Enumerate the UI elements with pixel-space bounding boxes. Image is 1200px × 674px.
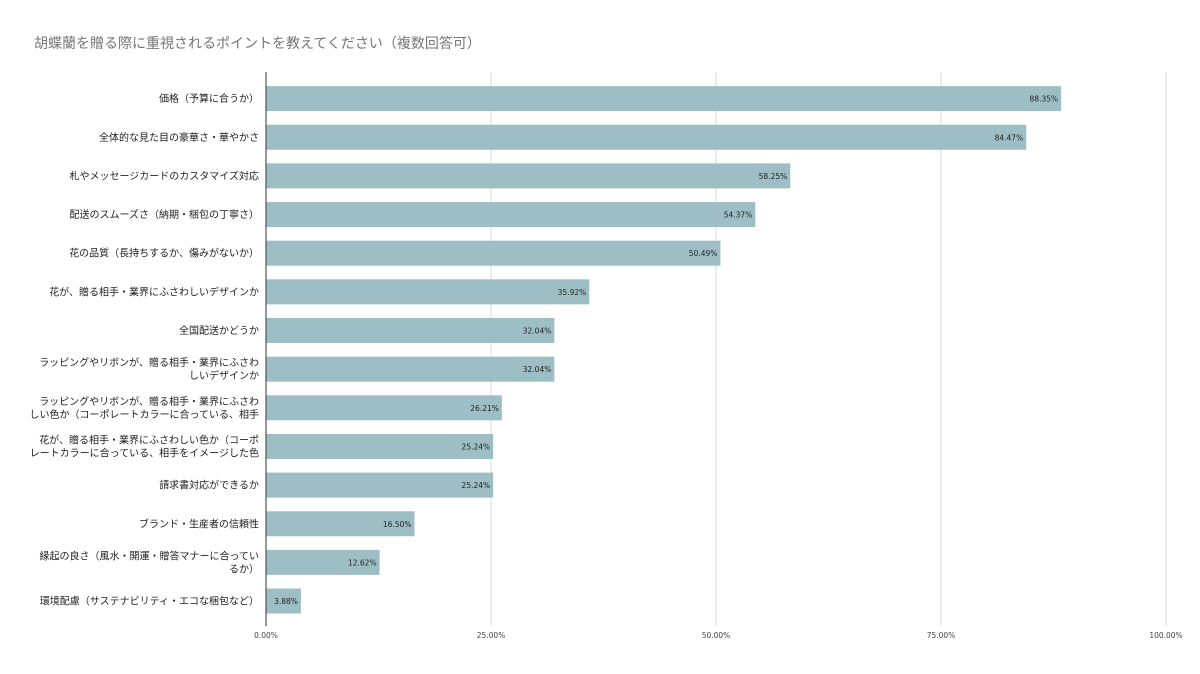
category-label: 花が、贈る相手・業界にふさわしいデザインか bbox=[49, 285, 259, 298]
category-label: 価格（予算に合うか） bbox=[159, 92, 259, 105]
bar bbox=[266, 356, 555, 382]
category-label: しい色か（コーポレートカラーに合っている、相手 bbox=[30, 408, 260, 421]
bar bbox=[266, 588, 301, 614]
bar-value-label: 32.04% bbox=[523, 365, 552, 374]
bar bbox=[266, 279, 590, 305]
bar bbox=[266, 433, 494, 459]
x-tick-label: 0.00% bbox=[254, 631, 278, 640]
bar-value-label: 84.47% bbox=[995, 133, 1024, 142]
chart-title: 胡蝶蘭を贈る際に重視されるポイントを教えてください（複数回答可） bbox=[34, 36, 481, 52]
category-label: るか） bbox=[229, 563, 259, 575]
bar bbox=[266, 240, 721, 266]
category-label: ブランド・生産者の信頼性 bbox=[139, 517, 259, 530]
bar bbox=[266, 549, 380, 575]
bar bbox=[266, 202, 756, 228]
category-label: 全国配送かどうか bbox=[179, 324, 259, 337]
category-label: しいデザインか bbox=[189, 369, 259, 382]
bar bbox=[266, 472, 494, 498]
bar-value-label: 88.35% bbox=[1030, 95, 1059, 104]
category-label: 環境配慮（サステナビリティ・エコな梱包など） bbox=[40, 595, 259, 608]
category-label: レートカラーに合っている、相手をイメージした色 bbox=[30, 446, 259, 459]
bar bbox=[266, 318, 555, 343]
category-label: 札やメッセージカードのカスタマイズ対応 bbox=[70, 169, 260, 182]
x-tick-label: 50.00% bbox=[702, 631, 731, 640]
bar-value-label: 25.24% bbox=[462, 442, 491, 451]
bar-value-label: 50.49% bbox=[689, 249, 718, 258]
bar-value-label: 35.92% bbox=[558, 288, 587, 297]
bar-value-label: 54.37% bbox=[724, 211, 753, 220]
bar-value-label: 3.88% bbox=[274, 597, 298, 606]
bar-value-label: 26.21% bbox=[470, 404, 499, 413]
bar bbox=[266, 163, 791, 189]
bar-value-label: 12.62% bbox=[348, 558, 377, 567]
category-label: ラッピングやリボンが、贈る相手・業界にふさわ bbox=[39, 395, 259, 408]
x-tick-label: 75.00% bbox=[927, 631, 956, 640]
bar-value-label: 58.25% bbox=[759, 172, 788, 181]
bar-value-label: 25.24% bbox=[462, 481, 491, 490]
category-label: 全体的な見た目の豪華さ・華やかさ bbox=[99, 131, 259, 144]
bar-value-label: 32.04% bbox=[523, 327, 552, 336]
category-label: ラッピングやリボンが、贈る相手・業界にふさわ bbox=[39, 356, 259, 369]
category-label: 縁起の良さ（風水・開運・贈答マナーに合ってい bbox=[40, 549, 260, 562]
category-label: 配送のスムーズさ（納期・梱包の丁寧さ） bbox=[70, 208, 260, 221]
bar-value-label: 16.50% bbox=[383, 520, 412, 529]
bar bbox=[266, 395, 502, 421]
x-tick-label: 100.00% bbox=[1149, 631, 1182, 640]
category-label: 請求書対応ができるか bbox=[159, 479, 259, 492]
x-tick-label: 25.00% bbox=[477, 631, 506, 640]
bar bbox=[266, 86, 1062, 112]
bar bbox=[266, 124, 1027, 150]
bar bbox=[266, 511, 415, 537]
category-label: 花が、贈る相手・業界にふさわしい色か（コーポ bbox=[39, 433, 259, 446]
category-label: 花の品質（長持ちするか、傷みがないか） bbox=[69, 247, 259, 260]
